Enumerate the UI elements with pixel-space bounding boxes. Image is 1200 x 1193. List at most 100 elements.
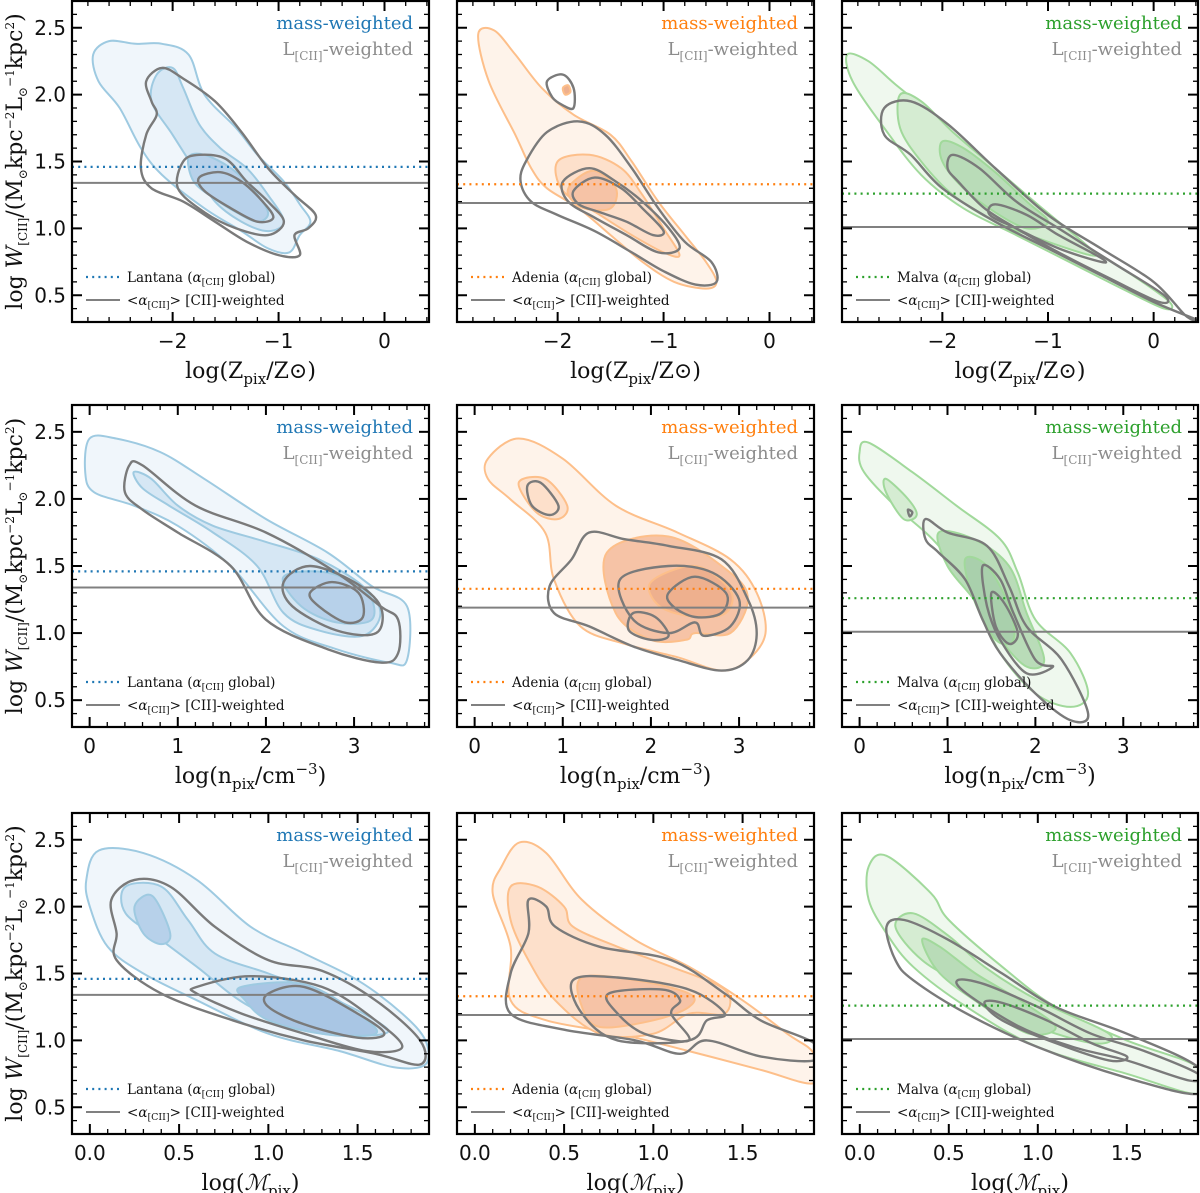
lcii-weighted-contour [196,170,275,224]
plot-area [842,853,1198,1096]
x-tick-label: 3 [348,734,361,758]
legend-global-label: Malva (α[CII] global) [897,675,1031,693]
lcii-weighted-label: L[CII]-weighted [668,851,798,875]
y-tick-label: 1.5 [34,150,66,174]
y-tick-label: 1.5 [34,962,66,986]
x-tick-label: 0.0 [844,1141,876,1165]
legend-weighted-label: <α[CII]> [CII]-weighted [512,293,670,311]
x-tick-label: 1 [941,734,954,758]
x-axis-label: log(Zpix/Z⊙) [185,359,316,388]
x-tick-label: 2 [645,734,658,758]
lcii-weighted-label: L[CII]-weighted [283,443,413,467]
y-tick-label: 2.5 [34,16,66,40]
mass-weighted-label: mass-weighted [661,13,798,34]
legend-global-label: Adenia (α[CII] global) [511,675,652,693]
lcii-weighted-label: L[CII]-weighted [1052,39,1182,63]
y-tick-label: 2.0 [34,895,66,919]
x-tick-label: −1 [649,329,678,353]
mass-weighted-label: mass-weighted [661,417,798,438]
x-tick-label: 1.0 [252,1141,284,1165]
mass-weighted-label: mass-weighted [1045,13,1182,34]
lcii-weighted-contour [281,564,384,637]
x-axis-label: log(Zpix/Z⊙) [955,359,1086,388]
x-tick-label: 1.0 [637,1141,669,1165]
x-tick-label: 3 [1117,734,1130,758]
lcii-weighted-contour [980,563,1055,676]
mass-weighted-label: mass-weighted [276,825,413,846]
y-axis-label: log W[CII]/(M⊙kpc−2L⊙−1kpc2) [3,418,30,714]
x-tick-label: −2 [928,329,957,353]
panel-malva-r2c2: 0.0 0.5 1.0 1.5 log(ℳpix) mass-weighted L[CII]… [840,811,1200,1193]
plot-area [457,27,814,290]
x-tick-label: −2 [543,329,572,353]
legend-global-label: Lantana (α[CII] global) [127,270,275,288]
x-tick-label: 0.5 [933,1141,965,1165]
x-tick-label: 0 [853,734,866,758]
y-tick-label: 2.0 [34,487,66,511]
lcii-weighted-contour [571,176,666,237]
x-tick-label: 1.5 [727,1141,759,1165]
lcii-weighted-contour [546,530,758,672]
x-tick-label: −1 [1033,329,1062,353]
x-tick-label: 0.5 [163,1141,195,1165]
x-tick-label: 0 [468,734,481,758]
lcii-weighted-contour [139,66,318,259]
legend-weighted-label: <α[CII]> [CII]-weighted [127,698,285,716]
mass-weighted-label: mass-weighted [1045,417,1182,438]
lcii-weighted-contour [175,153,286,237]
mass-weighted-contour [566,169,618,212]
y-tick-label: 2.5 [34,828,66,852]
y-axis-label: log W[CII]/(M⊙kpc−2L⊙−1kpc2) [3,825,30,1121]
lcii-weighted-contour [983,999,1129,1063]
y-tick-label: 1.5 [34,554,66,578]
plot-area [72,434,429,667]
y-tick-label: 0.5 [34,688,66,712]
plot-area [72,39,429,259]
x-tick-label: 1.5 [342,1141,374,1165]
mass-weighted-contour [133,893,172,946]
lcii-weighted-contour [922,517,1090,724]
lcii-weighted-contour [262,984,386,1040]
x-axis-label: log(npix/cm−3) [944,760,1095,793]
x-axis-label: log(npix/cm−3) [175,760,326,793]
x-tick-label: 1 [171,734,184,758]
panel-adenia-r2c1: 0.0 0.5 1.0 1.5 log(ℳpix) mass-weighted L[CII]… [455,811,816,1193]
x-axis-label: log(ℳpix) [971,1171,1069,1193]
legend-weighted-label: <α[CII]> [CII]-weighted [127,293,285,311]
y-tick-label: 2.0 [34,83,66,107]
lcii-weighted-contour [123,460,402,664]
y-tick-label: 0.5 [34,283,66,307]
x-axis-label: log(Zpix/Z⊙) [570,359,701,388]
lcii-weighted-contour [308,580,366,625]
x-tick-label: 1.5 [1111,1141,1143,1165]
x-tick-label: −2 [158,329,187,353]
lcii-weighted-label: L[CII]-weighted [1052,851,1182,875]
x-tick-label: −1 [264,329,293,353]
x-axis-label: log(ℳpix) [202,1171,300,1193]
y-tick-label: 0.5 [34,1095,66,1119]
y-tick-label: 1.0 [34,216,66,240]
lcii-weighted-label: L[CII]-weighted [283,39,413,63]
x-tick-label: 0.0 [459,1141,491,1165]
y-tick-label: 1.0 [34,621,66,645]
legend-weighted-label: <α[CII]> [CII]-weighted [897,293,1055,311]
x-tick-label: 0 [1147,329,1160,353]
lcii-weighted-contour [189,974,404,1054]
lcii-weighted-contour [946,153,1170,305]
panel-adenia-r0c1: −2 −1 0 log(Zpix/Z⊙) mass-weighted L[CII]-wei… [455,0,816,388]
legend-weighted-label: <α[CII]> [CII]-weighted [897,698,1055,716]
plot-area [72,847,429,1070]
lcii-weighted-label: L[CII]-weighted [668,39,798,63]
legend-global-label: Adenia (α[CII] global) [511,270,652,288]
x-tick-label: 0 [378,329,391,353]
lcii-weighted-contour [885,917,1198,1096]
lcii-weighted-contour [560,166,681,255]
x-axis-label: log(npix/cm−3) [560,760,711,793]
y-tick-label: 1.0 [34,1028,66,1052]
legend-global-label: Lantana (α[CII] global) [127,675,275,693]
lcii-weighted-label: L[CII]-weighted [283,851,413,875]
mass-weighted-label: mass-weighted [276,13,413,34]
